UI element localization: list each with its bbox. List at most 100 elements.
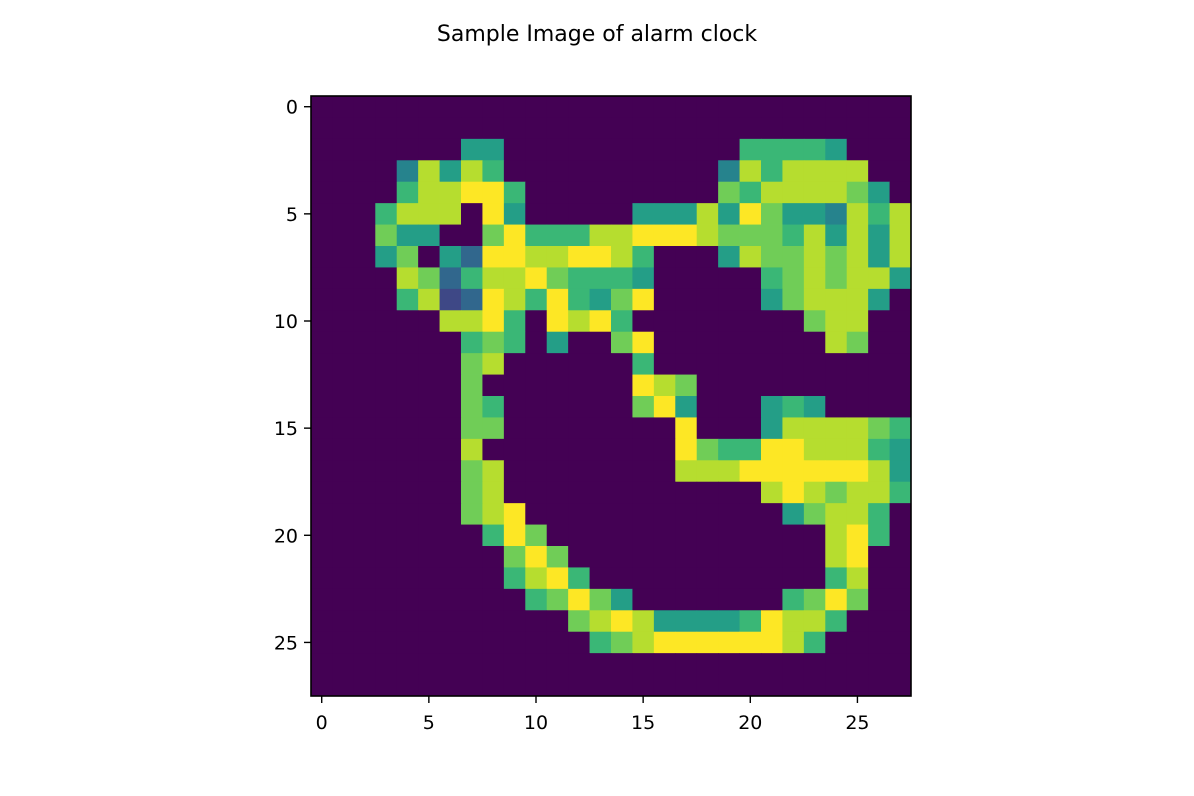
heatmap-cell <box>589 117 612 140</box>
heatmap-cell <box>311 546 333 568</box>
heatmap-cell <box>439 588 462 611</box>
heatmap-cell <box>696 524 719 547</box>
heatmap-cell <box>739 267 762 290</box>
heatmap-cell <box>396 267 419 290</box>
heatmap-cell <box>675 503 698 525</box>
heatmap-cell <box>675 653 698 675</box>
heatmap-cell <box>696 546 719 568</box>
heatmap-cell <box>503 374 526 397</box>
heatmap-cell <box>632 546 655 568</box>
heatmap-cell <box>418 588 440 611</box>
heatmap-cell <box>653 181 676 204</box>
heatmap-cell <box>503 588 526 611</box>
heatmap-cell <box>889 246 912 268</box>
heatmap-cell <box>696 396 719 418</box>
heatmap-cell <box>396 674 419 697</box>
heatmap-cell <box>868 396 890 418</box>
heatmap-cell <box>546 546 569 568</box>
heatmap-cell <box>482 503 505 525</box>
heatmap-cell <box>332 524 355 547</box>
heatmap-cell <box>761 524 783 547</box>
heatmap-cell <box>568 353 590 375</box>
heatmap-cell <box>889 353 912 375</box>
heatmap-cell <box>718 246 740 268</box>
heatmap-cell <box>782 503 805 525</box>
heatmap-cell <box>825 138 848 161</box>
heatmap-cell <box>503 546 526 568</box>
heatmap-cell <box>782 246 805 268</box>
heatmap-cell <box>396 224 419 247</box>
heatmap-cell <box>589 653 612 675</box>
heatmap-cell <box>632 331 655 354</box>
heatmap-cell <box>311 567 333 590</box>
heatmap-cell <box>332 96 355 118</box>
heatmap-cell <box>482 353 505 375</box>
heatmap-cell <box>332 396 355 418</box>
heatmap-cell <box>546 674 569 697</box>
plot-frame <box>310 95 912 697</box>
heatmap-cell <box>589 610 612 633</box>
heatmap-cell <box>353 160 376 183</box>
heatmap-cell <box>846 310 869 333</box>
heatmap-cell <box>375 610 398 633</box>
heatmap-cell <box>718 224 740 247</box>
heatmap-cell <box>653 331 676 354</box>
heatmap-cell <box>568 138 590 161</box>
heatmap-cell <box>632 160 655 183</box>
heatmap-cell <box>653 546 676 568</box>
heatmap-cell <box>889 138 912 161</box>
heatmap-cell <box>696 310 719 333</box>
heatmap-cell <box>418 631 440 654</box>
heatmap-cell <box>889 631 912 654</box>
heatmap-cell <box>675 246 698 268</box>
heatmap-cell <box>353 96 376 118</box>
heatmap-cell <box>632 524 655 547</box>
heatmap-cell <box>675 331 698 354</box>
heatmap-cell <box>611 503 633 525</box>
heatmap-cell <box>375 524 398 547</box>
heatmap-cell <box>418 674 440 697</box>
heatmap-cell <box>611 546 633 568</box>
heatmap-cell <box>632 610 655 633</box>
heatmap-cell <box>353 653 376 675</box>
heatmap-cell <box>311 417 333 440</box>
heatmap-cell <box>696 353 719 375</box>
heatmap-cell <box>503 396 526 418</box>
heatmap-cell <box>803 438 826 461</box>
heatmap-cell <box>546 588 569 611</box>
heatmap-cell <box>589 674 612 697</box>
heatmap-cell <box>525 160 548 183</box>
heatmap-cell <box>825 674 848 697</box>
heatmap-cell <box>653 631 676 654</box>
heatmap-cell <box>439 610 462 633</box>
heatmap-cell <box>611 181 633 204</box>
heatmap-cell <box>868 310 890 333</box>
heatmap-cell <box>825 546 848 568</box>
heatmap-cell <box>846 503 869 525</box>
heatmap-cell <box>482 460 505 483</box>
heatmap-cell <box>525 181 548 204</box>
heatmap-cell <box>696 117 719 140</box>
heatmap-cell <box>611 396 633 418</box>
heatmap-cell <box>439 438 462 461</box>
heatmap-cell <box>332 331 355 354</box>
heatmap-cell <box>889 117 912 140</box>
heatmap-cell <box>353 417 376 440</box>
heatmap-cell <box>503 160 526 183</box>
heatmap-cell <box>803 353 826 375</box>
heatmap-cell <box>761 396 783 418</box>
heatmap-cell <box>589 524 612 547</box>
heatmap-cell <box>889 374 912 397</box>
heatmap-cell <box>718 331 740 354</box>
heatmap-cell <box>482 117 505 140</box>
heatmap-cell <box>718 567 740 590</box>
heatmap-cell <box>868 160 890 183</box>
heatmap-cell <box>739 181 762 204</box>
heatmap-cell <box>525 267 548 290</box>
heatmap-cell <box>611 438 633 461</box>
heatmap-cell <box>375 96 398 118</box>
heatmap-cell <box>461 503 483 525</box>
heatmap-cell <box>353 524 376 547</box>
heatmap-cell <box>739 524 762 547</box>
heatmap-cell <box>675 438 698 461</box>
